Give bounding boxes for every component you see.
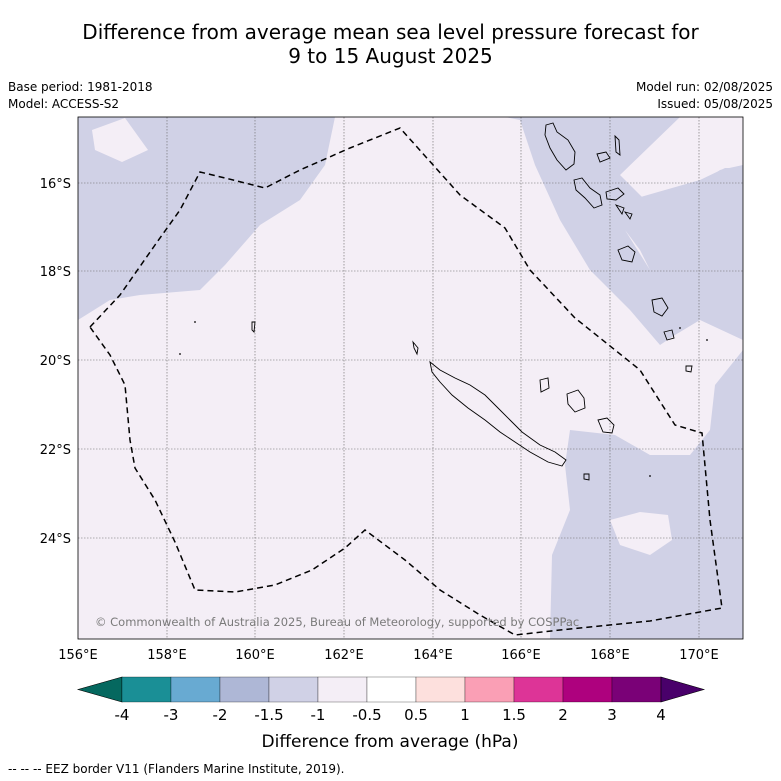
colorbar-segment: [121, 676, 172, 703]
vanuatu-espiritu-santo: [544, 122, 576, 171]
colorbar-tick-label: 4: [656, 706, 666, 724]
colorbar-over-extension: [660, 676, 706, 703]
reef-dot: [679, 327, 681, 329]
negative-anomaly-region-southeast: [550, 350, 743, 639]
colorbar-label: Difference from average (hPa): [262, 732, 519, 752]
lat-label: 16°S: [40, 177, 71, 192]
colorbar-tick-label: 3: [607, 706, 617, 724]
colorbar-tick-label: -3: [164, 706, 179, 724]
vanuatu-pentecost: [614, 134, 621, 156]
lon-label: 156°E: [58, 648, 98, 663]
lon-label: 164°E: [413, 648, 453, 663]
pressure-anomaly-shading: [78, 117, 743, 639]
colorbar-tick-label: -4: [115, 706, 130, 724]
colorbar-segment: [513, 676, 564, 703]
lon-label: 166°E: [501, 648, 541, 663]
lon-label: 160°E: [235, 648, 275, 663]
lat-label: 20°S: [40, 354, 71, 369]
base-period: Base period: 1981-2018: [8, 80, 153, 94]
reef-dot: [706, 339, 708, 341]
vanuatu-shepherd: [623, 211, 633, 220]
colorbar-tick-label: 0.5: [404, 706, 428, 724]
belep-islands: [412, 340, 419, 356]
map-title: Difference from average mean sea level p…: [0, 20, 781, 68]
near-zero-region-southeast: [610, 512, 672, 555]
map-gridlines: [78, 117, 743, 639]
lon-label: 162°E: [324, 648, 364, 663]
colorbar: [76, 676, 706, 703]
loyalty-island-mare: [597, 417, 615, 434]
lat-label: 18°S: [40, 265, 71, 280]
model-name: Model: ACCESS-S2: [8, 97, 120, 111]
colorbar-tick-label: -0.5: [352, 706, 381, 724]
colorbar-segment: [562, 676, 613, 703]
reef-dot: [179, 353, 181, 355]
vanuatu-ambae: [596, 151, 611, 163]
new-caledonia-island: [429, 360, 567, 467]
colorbar-tick-label: -2: [213, 706, 228, 724]
matthew-island: [685, 365, 693, 373]
vanuatu-efate: [605, 187, 625, 201]
colorbar-segment: [366, 676, 417, 703]
model-run: Model run: 02/08/2025: [635, 80, 773, 94]
lon-label: 168°E: [590, 648, 630, 663]
vanuatu-aneityum: [663, 329, 675, 341]
walpole-island: [583, 473, 590, 481]
colorbar-tick-label: -1.5: [254, 706, 283, 724]
title-line-1: Difference from average mean sea level p…: [82, 20, 699, 44]
eez-legend-note: -- -- -- EEZ border V11 (Flanders Marine…: [8, 762, 345, 776]
near-zero-region-west: [92, 118, 148, 162]
lon-label: 170°E: [679, 648, 719, 663]
map-frame: [77, 116, 744, 640]
title-line-2: 9 to 15 August 2025: [288, 44, 493, 68]
colorbar-under-extension: [76, 676, 123, 703]
colorbar-tick-label: -1: [311, 706, 326, 724]
colorbar-segment: [268, 676, 319, 703]
colorbar-tick-label: 2: [558, 706, 568, 724]
meta-left: Base period: 1981-2018 Model: ACCESS-S2: [8, 79, 153, 113]
near-zero-region-east: [620, 117, 743, 205]
vanuatu-malekula: [573, 177, 603, 209]
near-zero-region-north: [360, 117, 515, 310]
vanuatu-epi: [614, 204, 625, 216]
loyalty-island-lifou: [566, 389, 586, 413]
loyalty-island-ouvea: [539, 377, 550, 393]
copyright-text: © Commonwealth of Australia 2025, Bureau…: [95, 615, 579, 629]
eez-border: [89, 127, 723, 636]
colorbar-segment: [317, 676, 368, 703]
lon-label: 158°E: [147, 648, 187, 663]
colorbar-tick-label: 1: [460, 706, 470, 724]
reef-dot: [194, 321, 196, 323]
near-zero-region-east2: [625, 230, 650, 270]
colorbar-segment: [170, 676, 221, 703]
coastlines: [251, 122, 693, 481]
meta-right: Model run: 02/08/2025 Issued: 05/08/2025: [636, 79, 773, 113]
colorbar-segment: [219, 676, 270, 703]
colorbar-tick-label: 1.5: [502, 706, 526, 724]
vanuatu-tanna: [651, 297, 669, 317]
colorbar-segment: [464, 676, 515, 703]
colorbar-segment: [415, 676, 466, 703]
negative-anomaly-region-west: [78, 117, 335, 320]
issued-date: Issued: 05/08/2025: [657, 97, 773, 111]
lat-label: 24°S: [40, 532, 71, 547]
lat-label: 22°S: [40, 443, 71, 458]
negative-anomaly-region-east-inner: [630, 168, 743, 330]
colorbar-tick-labels: -4 -3 -2 -1.5 -1 -0.5 0.5 1 1.5 2 3 4: [115, 706, 666, 724]
colorbar-segment: [611, 676, 662, 703]
reef-dot: [649, 475, 651, 477]
chesterfield-island: [251, 321, 256, 333]
latitude-labels: 16°S 18°S 20°S 22°S 24°S: [40, 177, 71, 547]
longitude-labels: 156°E 158°E 160°E 162°E 164°E 166°E 168°…: [58, 648, 719, 663]
vanuatu-erromango: [617, 245, 636, 263]
